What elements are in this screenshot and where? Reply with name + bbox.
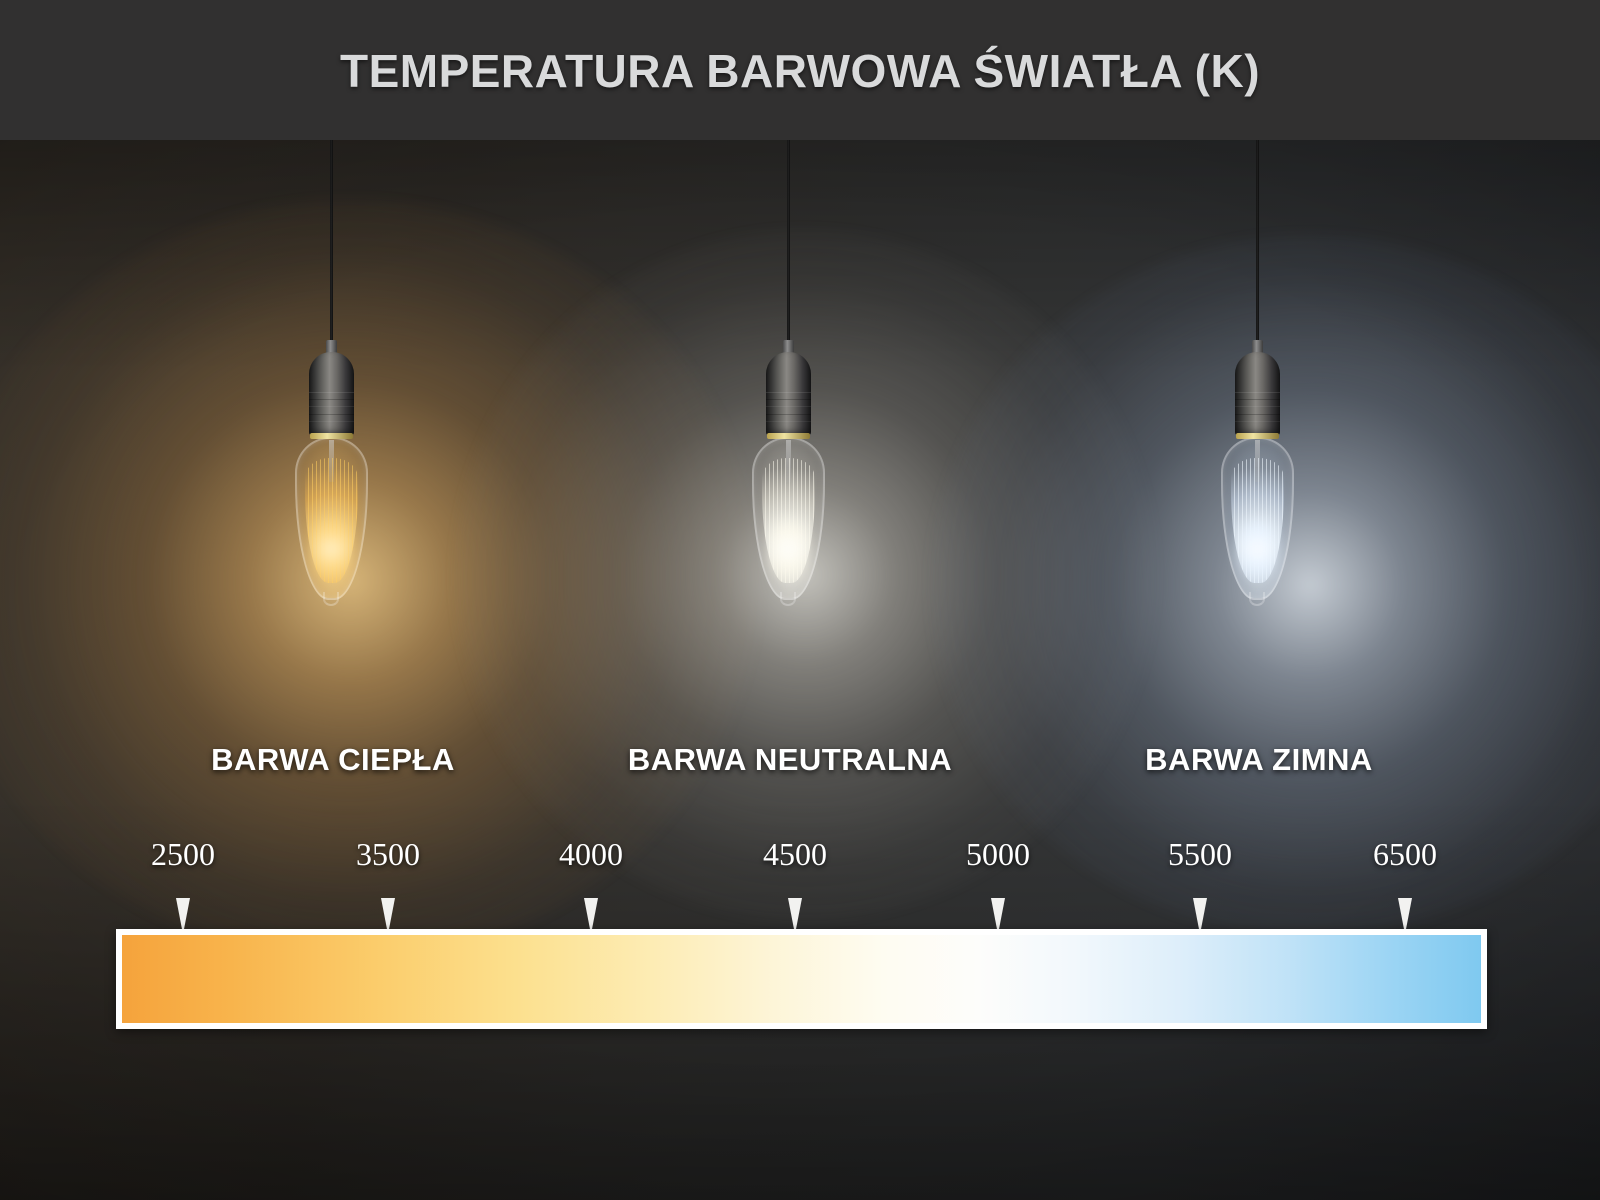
- page-title: TEMPERATURA BARWOWA ŚWIATŁA (K): [339, 45, 1261, 97]
- tick-label-6500: 6500: [1373, 836, 1437, 872]
- tick-arrow-down-icon-5500: [1193, 898, 1207, 930]
- tick-arrow-down-icon-4000: [584, 898, 598, 930]
- tick-label-3500: 3500: [356, 836, 420, 872]
- tick-label-2500: 2500: [151, 836, 215, 872]
- color-temperature-gradient-bar: [116, 929, 1487, 1029]
- tick-arrow-down-icon-3500: [381, 898, 395, 930]
- header-band: TEMPERATURA BARWOWA ŚWIATŁA (K): [0, 0, 1600, 140]
- tick-label-5000: 5000: [966, 836, 1030, 872]
- gradient-fill: [122, 935, 1481, 1023]
- tick-label-5500: 5500: [1168, 836, 1232, 872]
- tick-arrow-down-icon-2500: [176, 898, 190, 930]
- tick-label-4000: 4000: [559, 836, 623, 872]
- tick-label-4500: 4500: [763, 836, 827, 872]
- tick-arrow-down-icon-6500: [1398, 898, 1412, 930]
- tick-arrow-down-icon-4500: [788, 898, 802, 930]
- tick-arrow-down-icon-5000: [991, 898, 1005, 930]
